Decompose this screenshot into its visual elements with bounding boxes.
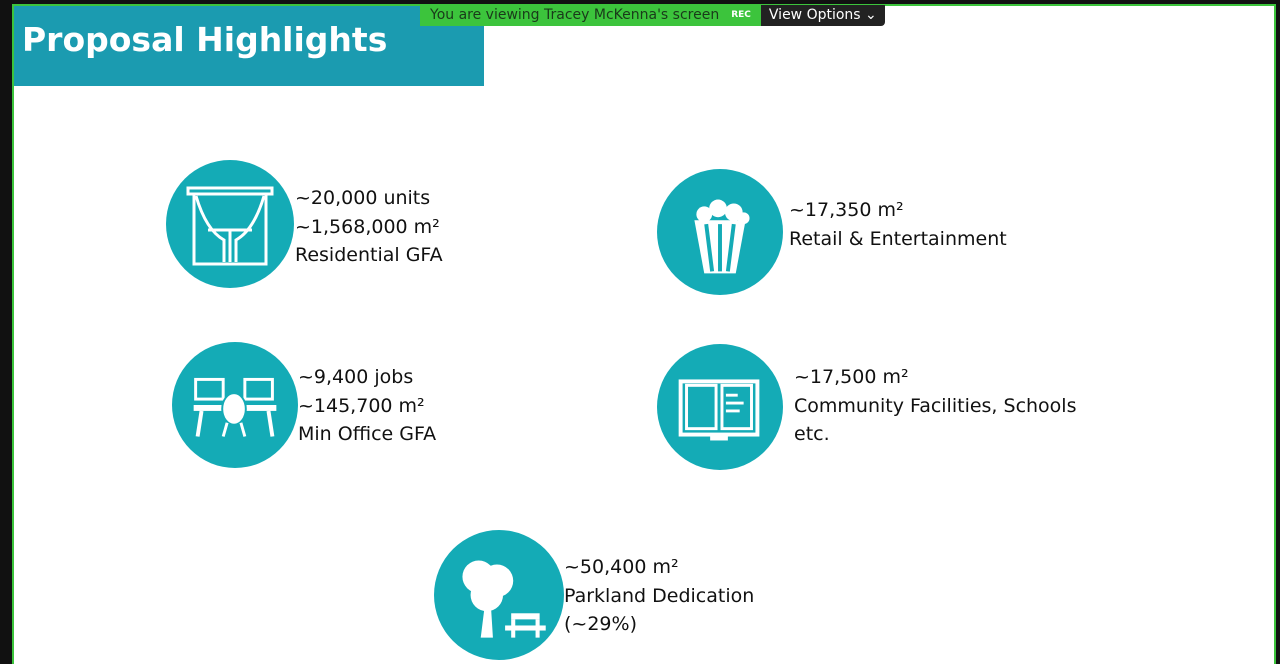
- item-line: Residential GFA: [295, 244, 443, 266]
- share-bar: You are viewing Tracey McKenna's screen R…: [420, 5, 885, 26]
- item-icon: [166, 160, 294, 288]
- icon-glyph: [678, 379, 760, 441]
- item-line: ~1,568,000 m²: [295, 215, 440, 238]
- item-line: etc.: [794, 423, 830, 445]
- item-line: Retail & Entertainment: [789, 227, 1007, 250]
- icon-glyph: [186, 186, 274, 266]
- item-line: ~17,500 m²: [794, 366, 909, 388]
- item-line: ~145,700 m²: [298, 394, 425, 417]
- share-text: You are viewing Tracey McKenna's screen: [430, 7, 720, 23]
- view-options-label[interactable]: View Options: [768, 7, 861, 23]
- item-icon: [657, 169, 783, 295]
- item-icon: [434, 530, 564, 660]
- icon-glyph: [462, 560, 546, 638]
- item-line: (~29%): [564, 613, 637, 635]
- icon-glyph: [694, 199, 750, 274]
- item-text: ~50,400 m² Parkland Dedication (~29%): [564, 553, 754, 639]
- slide: Proposal Highlights ~20,000 units ~1,568,…: [12, 4, 1276, 664]
- item-line: Min Office GFA: [298, 423, 437, 445]
- rec-indicator: REC: [731, 10, 751, 20]
- item-line: ~9,400 jobs: [298, 366, 414, 388]
- share-message: You are viewing Tracey McKenna's screen R…: [420, 5, 761, 26]
- item-line: ~50,400 m²: [564, 556, 679, 578]
- icon-glyph: [193, 377, 277, 437]
- item-text: ~17,500 m² Community Facilities, Schools e…: [794, 363, 1077, 449]
- item-icon: [657, 344, 783, 470]
- view-options-button[interactable]: View Options ⌄: [760, 5, 885, 26]
- item-line: Community Facilities, Schools: [794, 394, 1077, 417]
- item-text: ~17,350 m² Retail & Entertainment: [789, 196, 1007, 253]
- item-line: ~20,000 units: [295, 187, 431, 209]
- slide-title: Proposal Highlights: [22, 20, 388, 59]
- item-line: ~17,350 m²: [789, 199, 904, 221]
- item-line: Parkland Dedication: [564, 584, 755, 607]
- title-banner: Proposal Highlights: [14, 6, 484, 86]
- item-text: ~20,000 units ~1,568,000 m² Residential GF…: [295, 184, 443, 270]
- item-icon: [172, 342, 298, 468]
- item-text: ~9,400 jobs ~145,700 m² Min Office GFA: [298, 363, 436, 449]
